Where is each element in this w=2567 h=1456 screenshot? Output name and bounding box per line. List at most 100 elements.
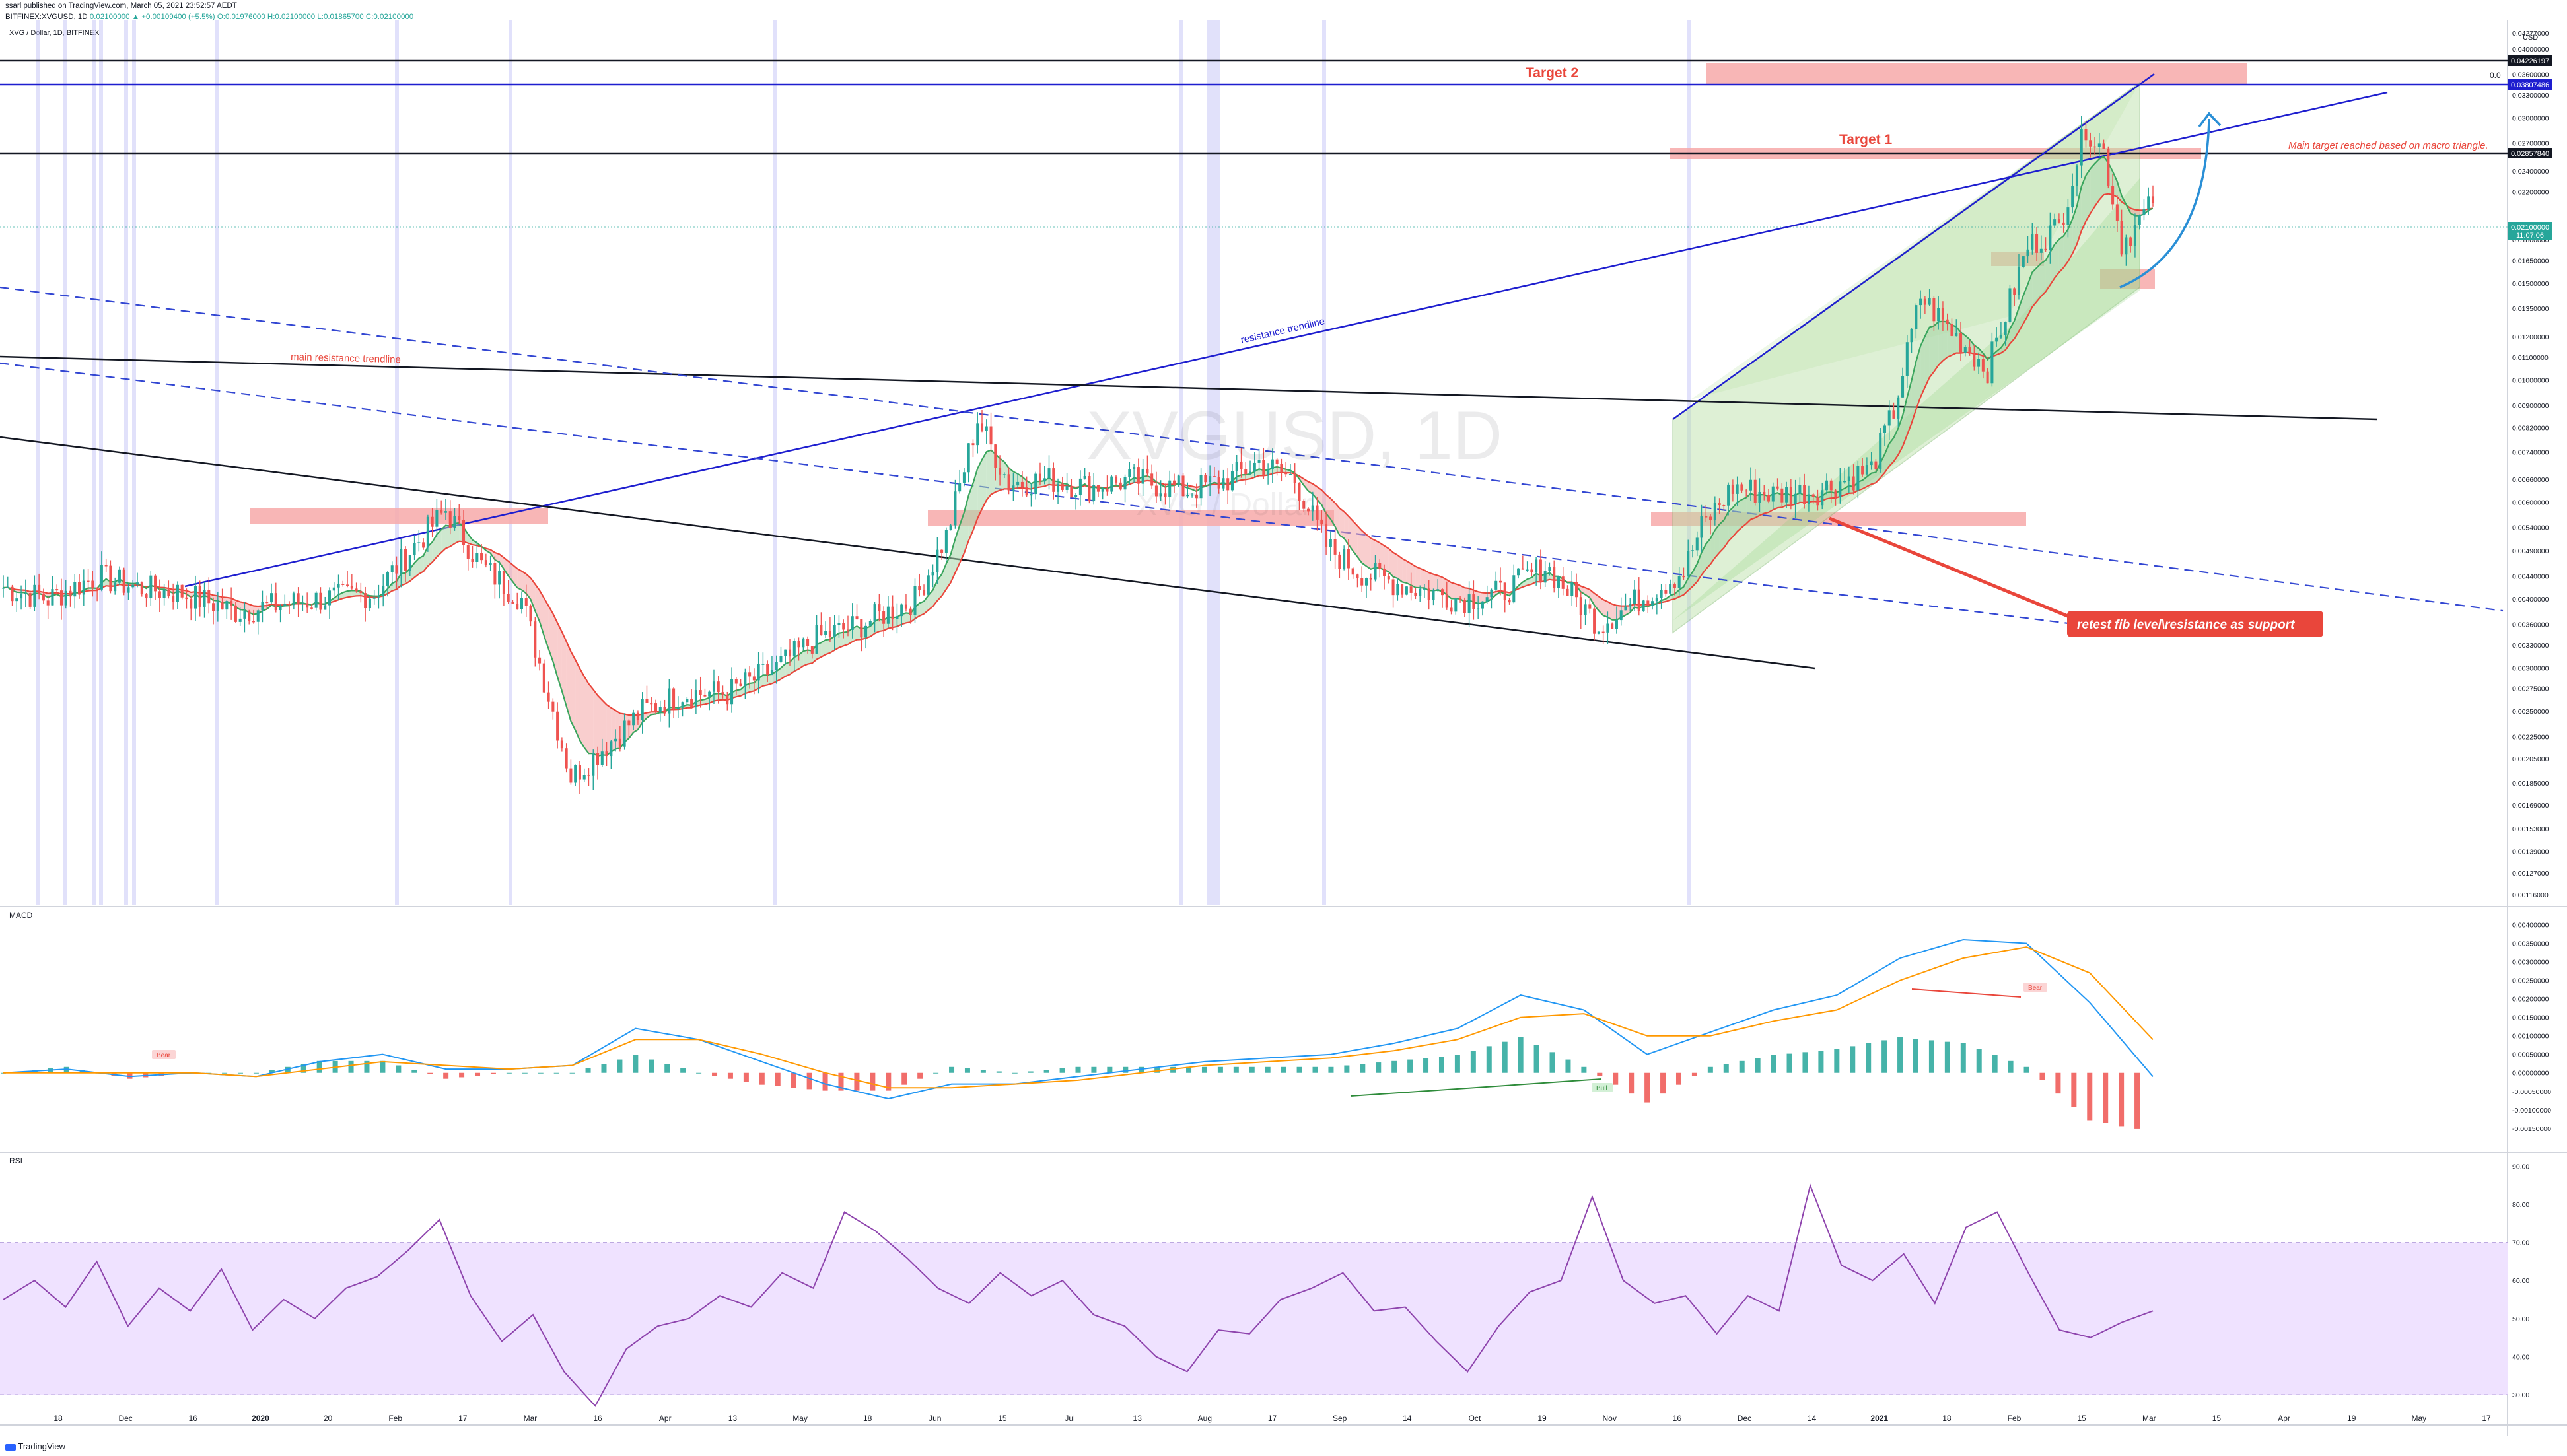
candle-body [1928, 298, 1931, 305]
macd-histogram-bar [680, 1068, 686, 1073]
candle-body [1427, 588, 1430, 600]
candle-body [1624, 606, 1627, 611]
macd-tick-label: 0.00250000 [2512, 977, 2549, 985]
ema-cloud-segment [1397, 555, 1403, 582]
price-tick-label: 0.00600000 [2512, 499, 2549, 507]
candle-body [936, 549, 939, 572]
candle-body [28, 593, 32, 607]
candle-body [1651, 601, 1654, 606]
candle-body [193, 586, 197, 609]
resistance-trendline [184, 91, 2388, 588]
ema-cloud-segment [1348, 516, 1353, 551]
ema-cloud-segment [798, 651, 804, 669]
macd-bull-label: Bull [1596, 1085, 1607, 1092]
macd-histogram-bar [1913, 1039, 1918, 1073]
candle-body [1731, 484, 1734, 494]
candle-body [650, 703, 653, 705]
candle-body [114, 582, 117, 592]
ema-cloud-segment [1916, 346, 1921, 410]
macd-histogram-bar [553, 1072, 559, 1074]
candle-body [73, 581, 77, 597]
candle-body [2075, 165, 2078, 186]
candle-body [1611, 623, 1614, 629]
macd-histogram-bar [1391, 1060, 1397, 1073]
macd-histogram-bar [775, 1072, 781, 1086]
candle-body [2080, 129, 2083, 166]
price-tick-label: 0.03000000 [2512, 114, 2549, 122]
ema-cloud-segment [1339, 508, 1345, 539]
candle-body [1002, 474, 1006, 475]
candle-body [1030, 494, 1033, 496]
price-axis[interactable]: 0.04277000 0.04000000 0.03600000 0.03300000… [2512, 30, 2549, 899]
ema-cloud-segment [2010, 320, 2015, 344]
ema-cloud-segment [1460, 585, 1465, 602]
price-tick-label: 0.00139000 [2512, 849, 2549, 856]
candle-body [87, 580, 90, 582]
ema-cloud-segment [517, 569, 522, 590]
candle-body [1776, 486, 1779, 489]
candle-body [1955, 333, 1958, 336]
macd-histogram-bar [1691, 1072, 1697, 1076]
ema-cloud-segment [973, 468, 978, 531]
candle-body [1284, 471, 1288, 475]
candle-body [1727, 484, 1730, 506]
macd-histogram-bar [411, 1070, 417, 1073]
candle-body [1110, 476, 1113, 492]
macd-histogram-bar [538, 1072, 544, 1074]
ema-cloud-segment [1456, 584, 1461, 599]
macd-histogram-bar [285, 1066, 291, 1073]
candle-body [1262, 460, 1265, 475]
ema-cloud-segment [740, 685, 746, 696]
candle-body [1722, 505, 1726, 506]
candle-body [878, 604, 881, 611]
macd-histogram-bar [1644, 1072, 1650, 1103]
macd-tick-label: 0.00400000 [2512, 922, 2549, 930]
ema-cloud-segment [1884, 443, 1889, 473]
time-axis[interactable]: 18 Dec 16 2020 20 Feb 17 Mar 16 Apr 13 May 18 Jun 15 Ju… [53, 1414, 2491, 1423]
candle-body [1673, 584, 1676, 588]
candle-body [382, 585, 385, 596]
candle-body [1977, 359, 1981, 367]
ema-cloud-segment [1706, 538, 1711, 569]
candle-body [538, 657, 542, 664]
ema-cloud-segment [437, 529, 442, 557]
target-arrow [2119, 118, 2210, 289]
time-tick-label: 13 [728, 1414, 738, 1423]
time-tick-label: Feb [388, 1414, 402, 1423]
candle-body [1485, 597, 1489, 602]
candle-body [748, 672, 752, 677]
macd-histogram-bar [1423, 1058, 1429, 1073]
candle-body [721, 692, 724, 695]
candle-body [185, 597, 188, 600]
ema-cloud-segment [986, 450, 991, 501]
candle-body [1526, 569, 1529, 571]
candle-body [1508, 600, 1511, 603]
candle-body [1664, 590, 1668, 594]
ema-cloud-segment [736, 689, 741, 697]
ema-cloud-segment [499, 554, 504, 569]
candle-body [600, 751, 604, 765]
candle-body [1356, 574, 1359, 578]
macd-histogram-bar [1201, 1066, 1207, 1073]
candle-body [842, 623, 845, 630]
ema-cloud-segment [785, 662, 791, 677]
candle-body [55, 589, 59, 591]
ema-cloud-segment [950, 539, 956, 583]
candle-body [431, 516, 434, 527]
pane-frame [0, 20, 2567, 1436]
candle-body [1642, 600, 1645, 611]
ema-cloud-segment [2086, 168, 2091, 221]
candle-body [480, 553, 483, 561]
macd-title: MACD [9, 911, 33, 920]
candle-body [1137, 467, 1140, 484]
candle-body [167, 589, 170, 597]
candle-body [766, 664, 769, 675]
ema-cloud-segment [530, 578, 536, 611]
candle-body [2062, 222, 2065, 225]
candle-body [243, 611, 246, 619]
ema-cloud-segment [1942, 321, 1948, 361]
tradingview-logo-icon [5, 1443, 16, 1451]
macd-histogram-bar [1360, 1064, 1366, 1073]
ema-cloud-segment [826, 639, 830, 655]
